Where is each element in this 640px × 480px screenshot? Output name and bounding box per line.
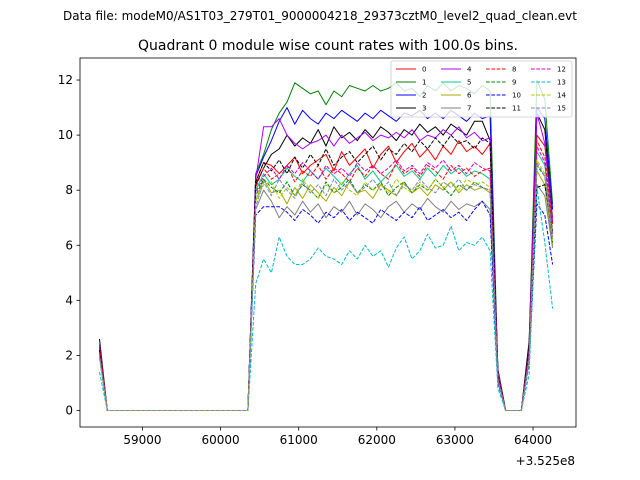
series-line-8 <box>99 140 554 411</box>
y-tick-label: 6 <box>65 238 73 252</box>
legend-box <box>390 60 573 118</box>
axes-frame <box>79 57 577 428</box>
x-offset-label: +3.525e8 <box>516 454 575 468</box>
series-line-11 <box>99 134 554 411</box>
plot-area: 59000 60000 61000 62000 63000 640000246810120… <box>58 57 577 447</box>
legend-label-5: 5 <box>467 79 471 87</box>
series-line-0 <box>99 134 554 411</box>
series-line-5 <box>99 151 554 411</box>
y-tick-label: 4 <box>65 293 73 307</box>
y-tick-label: 12 <box>58 73 73 87</box>
legend-label-15: 15 <box>557 105 566 113</box>
x-tick-label: 63000 <box>436 433 474 447</box>
legend-label-7: 7 <box>467 105 471 113</box>
series-line-9 <box>99 164 554 411</box>
series-line-1 <box>99 79 554 411</box>
legend-label-14: 14 <box>557 92 566 100</box>
legend-label-0: 0 <box>422 66 426 74</box>
y-tick-label: 10 <box>58 128 73 142</box>
x-tick-label: 62000 <box>358 433 396 447</box>
figure-suptitle: Data file: modeM0/AS1T03_279T01_90000042… <box>63 9 577 23</box>
y-tick-label: 2 <box>65 348 73 362</box>
series-line-6 <box>99 170 554 411</box>
legend-label-12: 12 <box>557 66 566 74</box>
x-tick-label: 60000 <box>202 433 240 447</box>
legend-label-6: 6 <box>467 92 472 100</box>
x-tick-label: 61000 <box>280 433 318 447</box>
series-line-3 <box>99 112 554 411</box>
legend-label-10: 10 <box>512 92 521 100</box>
y-tick-label: 8 <box>65 183 73 197</box>
legend-label-4: 4 <box>467 66 472 74</box>
series-line-10 <box>99 200 554 411</box>
chart-title: Quadrant 0 module wise count rates with … <box>138 38 518 54</box>
series-line-13 <box>99 186 554 411</box>
legend-label-1: 1 <box>422 79 426 87</box>
y-tick-label: 0 <box>65 403 73 417</box>
legend-label-2: 2 <box>422 92 426 100</box>
series-line-15 <box>99 162 554 411</box>
legend-label-3: 3 <box>422 105 426 113</box>
x-tick-label: 64000 <box>514 433 552 447</box>
legend-label-8: 8 <box>512 66 516 74</box>
series-lines <box>99 79 554 411</box>
series-line-14 <box>99 159 554 411</box>
legend-label-11: 11 <box>512 105 521 113</box>
series-line-12 <box>99 145 554 411</box>
series-line-4 <box>99 112 554 411</box>
x-tick-label: 59000 <box>123 433 161 447</box>
legend-label-9: 9 <box>512 79 516 87</box>
series-line-7 <box>99 184 554 411</box>
legend-label-13: 13 <box>557 79 566 87</box>
series-line-2 <box>99 107 554 411</box>
